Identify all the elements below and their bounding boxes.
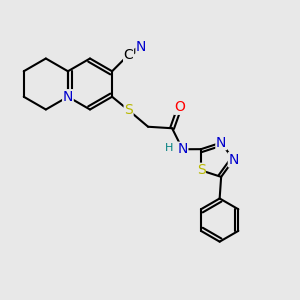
Text: S: S	[196, 163, 206, 177]
Text: O: O	[174, 100, 185, 114]
Text: N: N	[136, 40, 146, 54]
Text: N: N	[228, 153, 239, 167]
Text: N: N	[216, 136, 226, 150]
Text: C: C	[124, 48, 134, 62]
Text: N: N	[63, 90, 73, 104]
Text: N: N	[177, 142, 188, 156]
Text: S: S	[124, 103, 133, 117]
Text: H: H	[165, 143, 174, 153]
